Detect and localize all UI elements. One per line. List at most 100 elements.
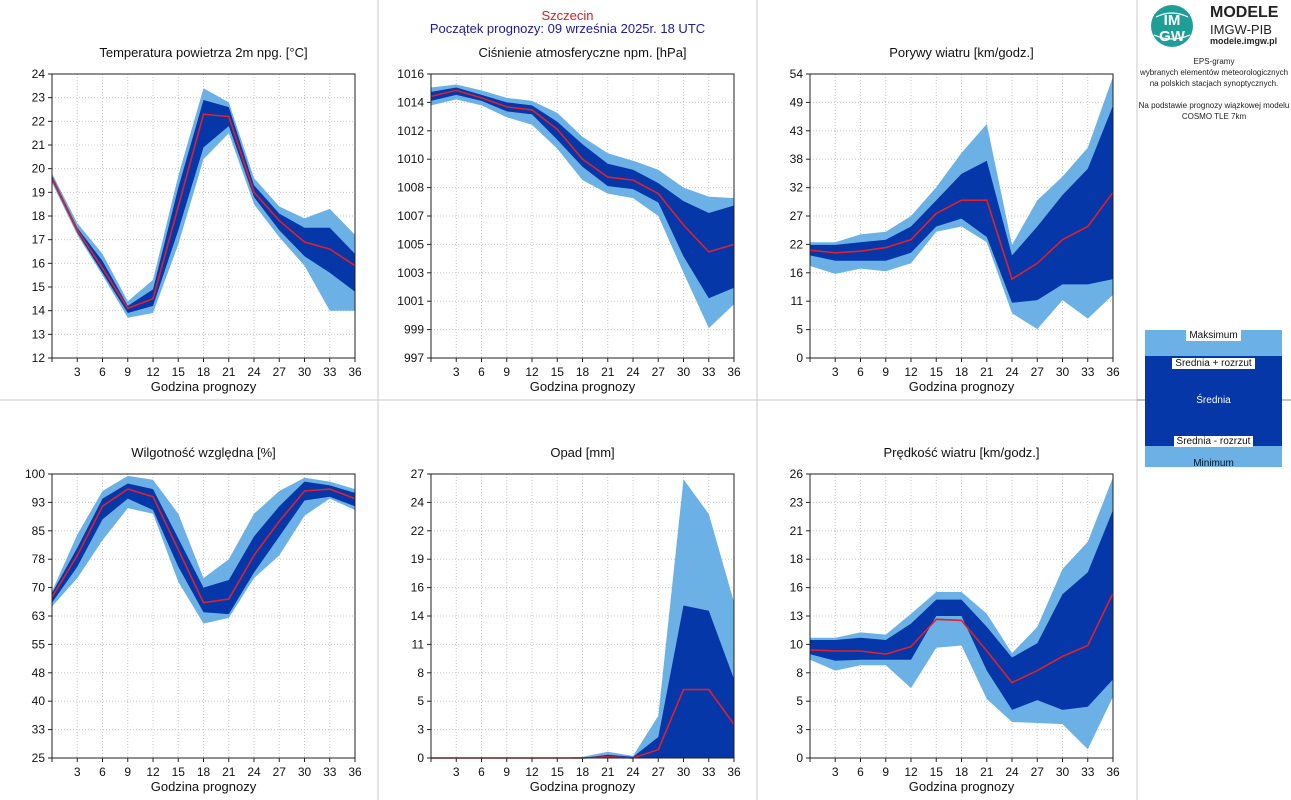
y-tick-label: 17 [32, 233, 46, 247]
y-tick-label: 23 [790, 495, 804, 509]
y-tick-label: 54 [790, 67, 804, 81]
y-tick-label: 48 [32, 666, 46, 680]
y-tick-label: 1005 [397, 237, 424, 251]
y-tick-label: 27 [790, 209, 804, 223]
x-tick-label: 3 [832, 765, 839, 779]
x-tick-label: 33 [323, 765, 337, 779]
forecast-start: Początek prognozy: 09 września 2025r. 18… [429, 21, 706, 36]
y-tick-label: 1010 [397, 152, 424, 166]
x-tick-label: 36 [1106, 765, 1120, 779]
y-tick-label: 21 [790, 524, 804, 538]
x-tick-label: 9 [882, 365, 889, 379]
band-mean-spread [810, 105, 1113, 303]
y-tick-label: 16 [32, 256, 46, 270]
x-axis-label: Godzina prognozy [151, 779, 257, 794]
mean-line [809, 191, 1114, 281]
y-tick-label: 19 [411, 552, 425, 566]
x-tick-label: 24 [626, 365, 640, 379]
x-tick-label: 6 [857, 765, 864, 779]
band-mean-spread [52, 100, 355, 313]
y-tick-label: 14 [32, 304, 46, 318]
y-tick-label: 1007 [397, 209, 424, 223]
x-tick-label: 27 [273, 765, 287, 779]
mean-line [430, 89, 735, 253]
logo-mark-bottom: GW [1159, 28, 1186, 45]
x-tick-label: 18 [576, 765, 590, 779]
y-tick-label: 70 [32, 581, 46, 595]
eps-description: EPS-gramy wybranych elementów meteorolog… [1138, 56, 1290, 122]
y-tick-label: 1016 [397, 67, 424, 81]
x-tick-label: 30 [677, 765, 691, 779]
mean-line [809, 592, 1114, 684]
x-tick-label: 15 [172, 365, 186, 379]
x-tick-label: 15 [551, 365, 565, 379]
chart-title: Wilgotność względna [%] [131, 445, 276, 460]
y-tick-label: 38 [790, 152, 804, 166]
x-tick-label: 12 [904, 765, 918, 779]
y-tick-label: 13 [790, 609, 804, 623]
x-tick-label: 24 [247, 765, 261, 779]
y-tick-label: 25 [32, 751, 46, 765]
y-tick-label: 5 [796, 694, 803, 708]
eps-description-line: wybranych elementów meteorologicznych [1139, 68, 1289, 77]
y-tick-label: 16 [790, 581, 804, 595]
y-tick-label: 19 [32, 185, 46, 199]
eps-description-line [1138, 89, 1290, 100]
x-tick-label: 12 [146, 765, 160, 779]
y-tick-label: 1012 [397, 124, 424, 138]
x-tick-label: 36 [348, 365, 362, 379]
eps-description-line: Na podstawie prognozy wiązkowej modelu [1138, 101, 1290, 110]
x-tick-label: 15 [930, 365, 944, 379]
y-tick-label: 1014 [397, 95, 424, 109]
x-tick-label: 15 [930, 765, 944, 779]
y-tick-label: 43 [790, 124, 804, 138]
y-tick-label: 27 [411, 467, 425, 481]
legend-label-mean-minus: Średnia - rozrzut [1145, 436, 1282, 448]
y-tick-label: 18 [32, 209, 46, 223]
chart-panels: Temperatura powietrza 2m npg. [°C] 12 13 14… [25, 45, 1120, 794]
x-tick-label: 21 [601, 365, 615, 379]
y-tick-label: 16 [411, 581, 425, 595]
y-tick-label: 32 [790, 181, 804, 195]
y-tick-label: 13 [32, 327, 46, 341]
y-tick-label: 997 [404, 351, 424, 365]
x-tick-label: 9 [124, 365, 131, 379]
x-tick-label: 27 [652, 365, 666, 379]
x-axis-label: Godzina prognozy [909, 379, 1015, 394]
x-tick-label: 24 [1005, 765, 1019, 779]
y-tick-label: 15 [32, 280, 46, 294]
x-tick-label: 12 [525, 765, 539, 779]
logo-url[interactable]: modele.imgw.pl [1210, 36, 1278, 46]
x-tick-label: 27 [652, 765, 666, 779]
chart-title: Prędkość wiatru [km/godz.] [883, 445, 1039, 460]
chart-title: Opad [mm] [550, 445, 614, 460]
x-tick-label: 18 [955, 365, 969, 379]
y-tick-label: 14 [411, 609, 425, 623]
y-tick-label: 3 [796, 723, 803, 737]
chart-title: Temperatura powietrza 2m npg. [°C] [99, 45, 307, 60]
x-tick-label: 30 [1056, 765, 1070, 779]
x-tick-label: 36 [348, 765, 362, 779]
x-tick-label: 6 [857, 365, 864, 379]
legend-label-mean-plus: Średnia + rozrzut [1145, 358, 1282, 370]
y-tick-label: 55 [32, 637, 46, 651]
x-tick-label: 3 [453, 765, 460, 779]
x-tick-label: 30 [298, 365, 312, 379]
chart-panel: Temperatura powietrza 2m npg. [°C] 12 13 14… [32, 45, 362, 394]
x-tick-label: 21 [601, 765, 615, 779]
y-tick-label: 0 [417, 751, 424, 765]
y-tick-label: 1001 [397, 294, 424, 308]
station-name: Szczecin [541, 8, 594, 23]
y-tick-label: 33 [32, 723, 46, 737]
x-tick-label: 15 [551, 765, 565, 779]
band-mean-spread [52, 481, 355, 615]
chart-title: Ciśnienie atmosferyczne npm. [hPa] [478, 45, 686, 60]
legend-label-mean: Średnia [1145, 395, 1282, 407]
chart-panel: Wilgotność względna [%]25334048556370788… [25, 445, 362, 794]
x-tick-label: 33 [1081, 365, 1095, 379]
band-mean-spread [810, 510, 1113, 710]
y-tick-label: 24 [32, 67, 46, 81]
y-tick-label: 21 [32, 138, 46, 152]
mean-line [51, 113, 356, 310]
